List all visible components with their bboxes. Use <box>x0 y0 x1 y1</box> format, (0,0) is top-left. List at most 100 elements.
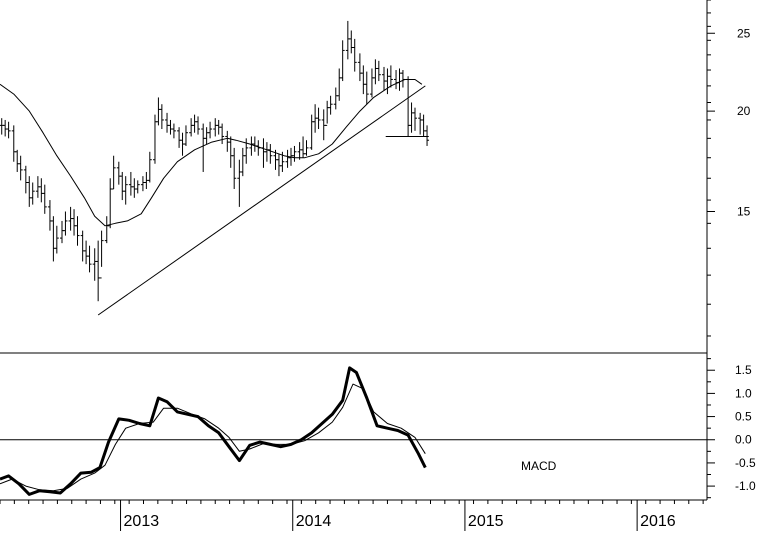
price-bar <box>15 149 20 172</box>
price-bar <box>337 68 342 101</box>
price-bar <box>240 147 245 177</box>
macd-tick-label: 1.0 <box>735 386 752 400</box>
price-bar <box>228 136 233 168</box>
price-bar <box>345 20 350 60</box>
price-bar <box>421 114 426 137</box>
price-bar <box>59 220 64 244</box>
price-bar <box>128 171 133 196</box>
price-bar <box>27 176 32 207</box>
price-bar <box>140 176 145 192</box>
x-axis: 2013 2014 2015 2016 <box>0 500 704 531</box>
macd-panel: -1.0 -0.5 0.0 0.5 1.0 1.5 MACD <box>0 358 756 499</box>
price-bar <box>11 125 16 162</box>
price-bar <box>156 97 161 126</box>
price-bar <box>321 109 326 141</box>
price-bar <box>381 66 386 91</box>
price-bar <box>123 176 128 205</box>
macd-tick-label: -0.5 <box>735 456 756 470</box>
price-bar <box>249 136 254 156</box>
price-bar <box>406 76 411 137</box>
price-bar <box>373 59 378 85</box>
price-bar <box>30 182 35 205</box>
price-bar <box>361 65 366 95</box>
price-bar <box>204 127 209 145</box>
price-bar <box>388 65 393 88</box>
price-bar <box>39 178 44 203</box>
price-bar <box>120 171 125 201</box>
macd-signal-line <box>0 383 426 492</box>
year-label: 2013 <box>124 513 160 530</box>
price-bar <box>400 70 405 88</box>
price-bar <box>192 114 197 133</box>
price-bar <box>357 53 362 82</box>
price-bar <box>104 216 109 244</box>
price-bar <box>256 140 261 156</box>
price-bar <box>189 118 194 137</box>
price-bar <box>168 119 173 135</box>
price-bar <box>54 225 59 254</box>
price-bar <box>268 144 273 164</box>
price-bar <box>99 230 104 279</box>
price-bar <box>333 87 338 110</box>
price-bar <box>352 38 357 72</box>
price-bar <box>23 165 28 194</box>
macd-tick-label: 0.0 <box>735 433 752 447</box>
price-bar <box>225 130 230 152</box>
year-label: 2015 <box>468 513 504 530</box>
price-bar <box>18 155 23 181</box>
price-bar <box>201 123 206 172</box>
macd-tick-label: 0.5 <box>735 410 752 424</box>
price-bar <box>111 155 116 190</box>
price-bar <box>116 161 121 185</box>
price-bar <box>213 118 218 137</box>
price-bar <box>252 136 257 152</box>
price-tick-label: 25 <box>737 26 751 40</box>
price-bar <box>409 102 414 133</box>
price-bar <box>196 116 201 135</box>
price-bar <box>6 121 11 139</box>
price-bar <box>68 206 73 231</box>
price-bar <box>165 112 170 133</box>
price-bar <box>180 132 185 156</box>
price-tick-label: 20 <box>737 104 751 118</box>
price-bar <box>328 95 333 115</box>
price-bar <box>171 123 176 139</box>
price-bar <box>220 123 225 145</box>
price-bar <box>285 149 290 168</box>
price-bar <box>0 118 4 135</box>
price-bar <box>313 104 318 133</box>
price-bar <box>412 107 417 131</box>
price-bar <box>316 107 321 130</box>
price-bar <box>208 121 213 139</box>
price-bar <box>340 40 345 82</box>
price-bar <box>397 68 402 91</box>
macd-annotation: MACD <box>521 459 557 473</box>
price-bar <box>147 151 152 183</box>
price-bar <box>42 184 47 214</box>
trendline <box>97 85 426 316</box>
price-bar <box>144 171 149 189</box>
price-bar <box>264 142 269 162</box>
price-bar <box>152 114 157 164</box>
price-bar <box>159 104 164 130</box>
macd-line <box>0 366 427 496</box>
price-bar <box>237 159 242 207</box>
price-bar <box>232 147 237 189</box>
price-bar <box>84 240 89 265</box>
price-bar <box>92 248 97 281</box>
price-bar <box>132 178 137 198</box>
price-bar <box>301 136 306 158</box>
price-bar <box>63 211 68 236</box>
macd-tick-label: 1.5 <box>735 363 752 377</box>
price-bar <box>80 230 85 262</box>
price-bar <box>47 200 52 231</box>
price-panel: 15 20 25 <box>0 0 751 337</box>
price-bar <box>35 176 40 198</box>
price-bar <box>75 216 80 246</box>
price-bar <box>276 153 281 177</box>
price-bar <box>385 68 390 95</box>
price-bar <box>297 142 302 160</box>
price-bar <box>135 180 140 194</box>
